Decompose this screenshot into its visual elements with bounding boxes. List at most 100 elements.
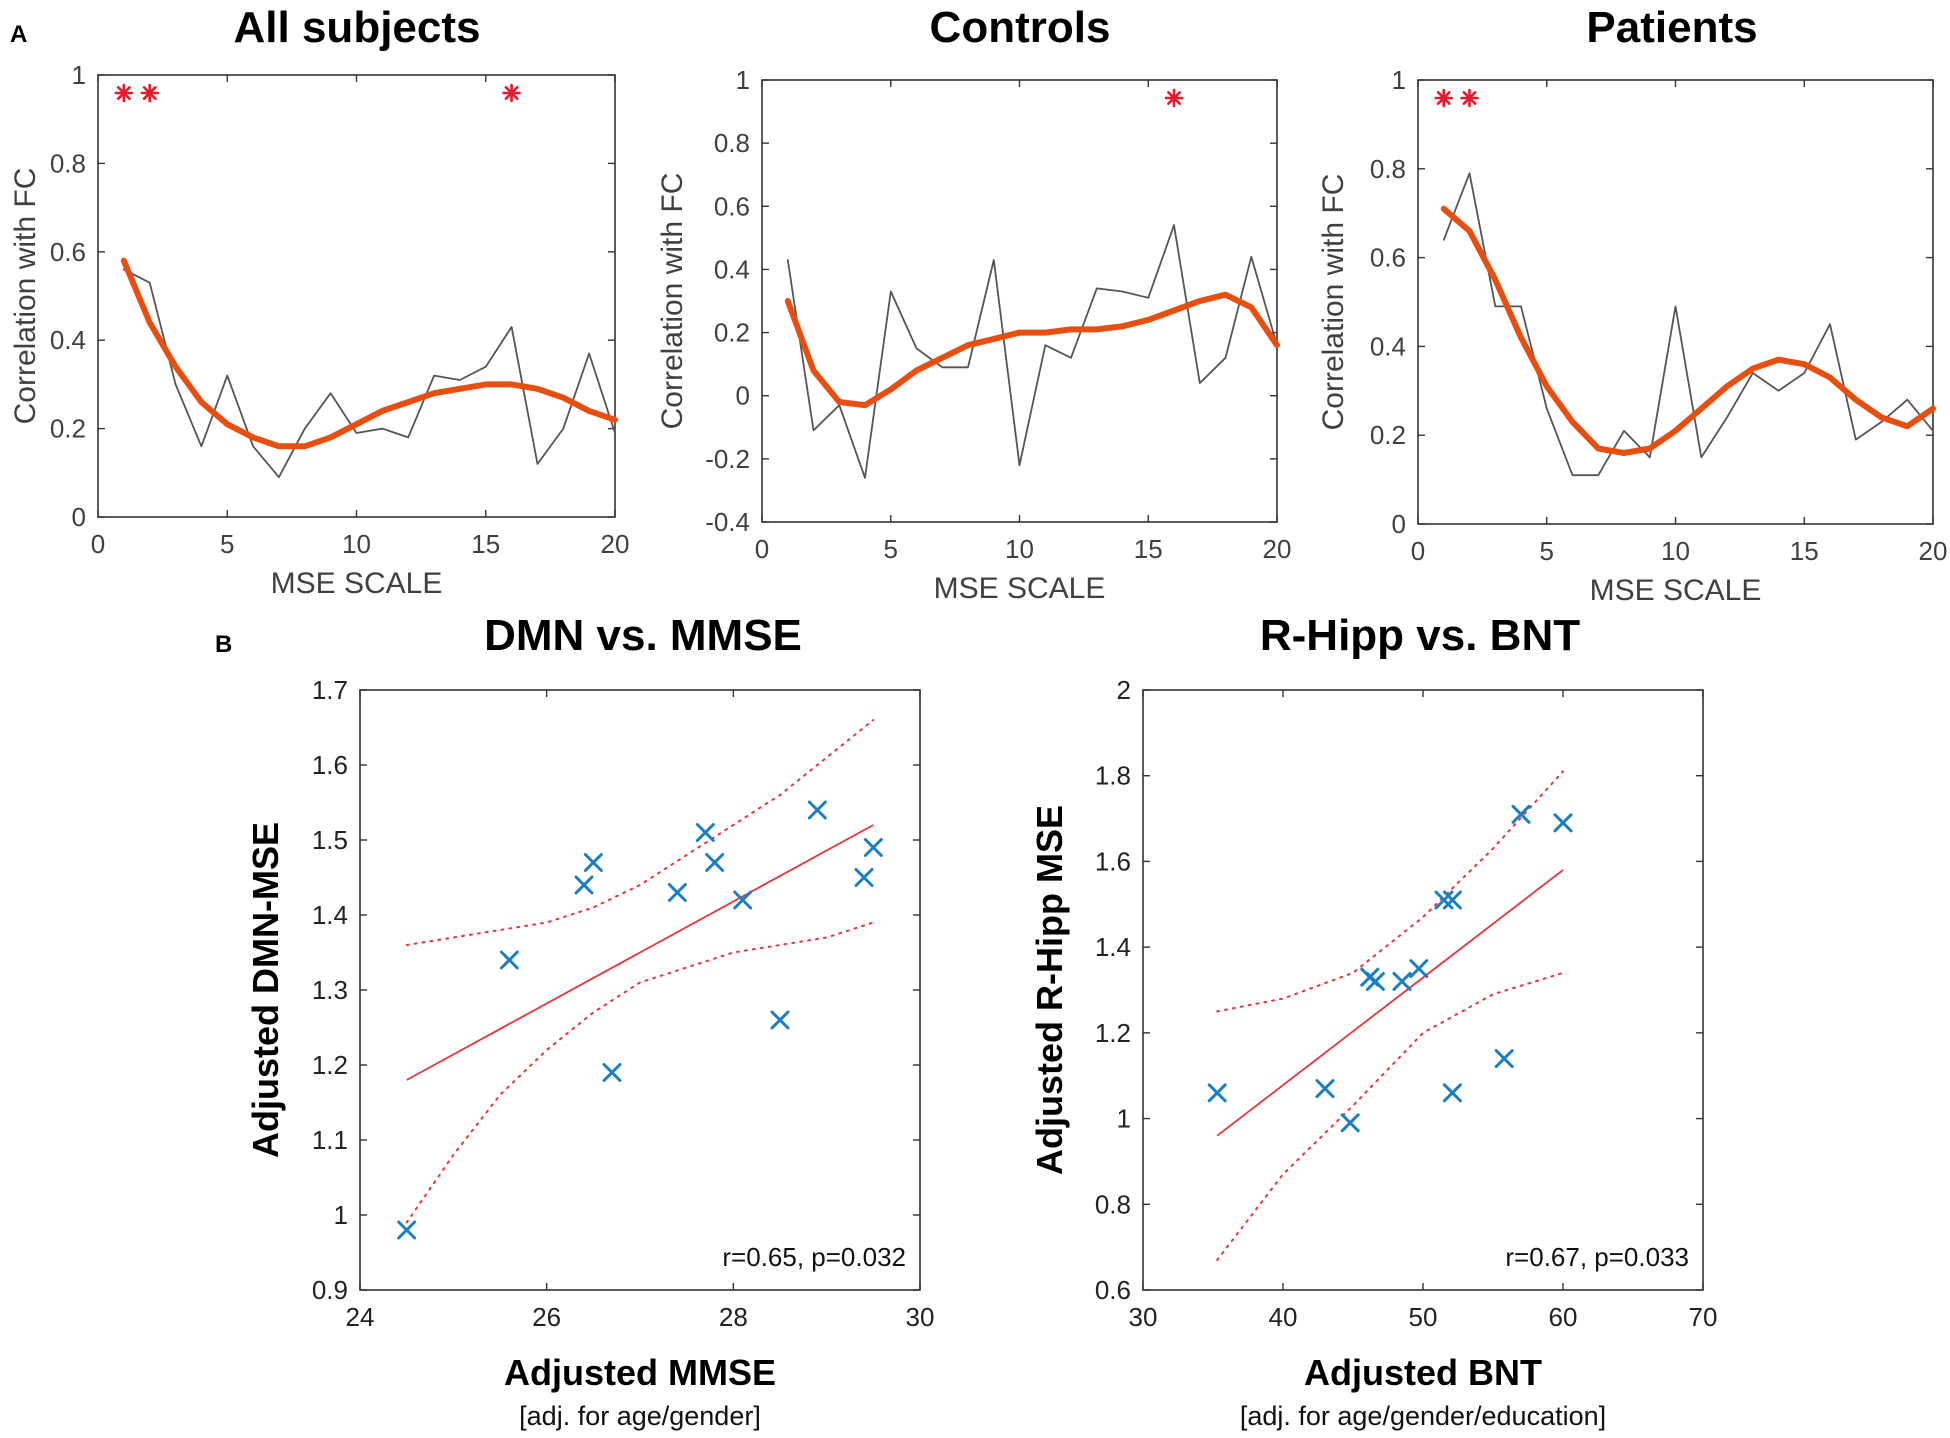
data-point-stroke — [1442, 890, 1462, 910]
y-tick-label: 0 — [72, 502, 86, 532]
data-point-stroke — [1365, 971, 1385, 991]
y-tick-label: 1.6 — [1095, 846, 1131, 876]
data-point-stroke — [1409, 959, 1429, 979]
data-point — [807, 800, 827, 820]
y-tick-label: 1.2 — [1095, 1018, 1131, 1048]
x-axis-label: Adjusted BNT — [1304, 1352, 1542, 1393]
data-point — [1434, 890, 1454, 910]
data-point-stroke — [1494, 1049, 1514, 1069]
data-point — [733, 890, 753, 910]
y-axis-label: Adjusted R-Hipp MSE — [1029, 805, 1070, 1175]
data-point — [667, 883, 687, 902]
data-point — [583, 853, 603, 872]
chart-dmn-vs-mmse: DMN vs. MMSE 24 26 28 30 0.9 1 1.1 1.2 1.3 1.4 1.5 1… — [245, 611, 934, 1431]
chart-controls: Controls 0 5 10 15 20 -0.4 -0.2 0 0.2 0.4 0.6 0.8 1 MS… — [656, 3, 1291, 605]
series-line-raw — [786, 224, 1278, 479]
x-tick-label: 15 — [471, 529, 500, 559]
data-point — [397, 1220, 417, 1240]
y-tick-label: 1.4 — [312, 900, 348, 930]
data-point — [1392, 971, 1412, 991]
data-point — [574, 875, 594, 895]
significance-marker — [140, 83, 159, 103]
data-point-stroke — [1442, 1083, 1462, 1103]
x-tick-label: 10 — [1005, 534, 1034, 564]
y-tick-label: 1.7 — [312, 675, 348, 705]
fit-line — [1216, 869, 1564, 1137]
plot-frame — [1142, 689, 1704, 1291]
y-tick-label: 0.2 — [714, 318, 750, 348]
y-tick-label: 0.6 — [714, 191, 750, 221]
x-tick-label: 10 — [342, 529, 371, 559]
data-point-stroke — [583, 853, 603, 872]
y-tick-label: 0.6 — [1370, 243, 1406, 273]
asterisk-stroke — [1462, 91, 1477, 105]
data-point — [854, 868, 874, 887]
x-tick-label: 20 — [601, 529, 630, 559]
plot-frame — [359, 689, 921, 1291]
y-tick-label: 0.4 — [714, 254, 750, 284]
data-point — [602, 1063, 622, 1082]
data-point-stroke — [695, 823, 715, 842]
x-tick-label: 0 — [91, 529, 105, 559]
y-axis-label: Correlation with FC — [656, 173, 689, 430]
y-tick-label: 0.9 — [312, 1275, 348, 1305]
y-tick-label: 0 — [1392, 509, 1406, 539]
stats-annotation: r=0.67, p=0.033 — [1505, 1242, 1689, 1272]
y-tick-label: 0.6 — [50, 237, 86, 267]
data-point-stroke — [1315, 1079, 1335, 1099]
x-axis-label: Adjusted MMSE — [504, 1352, 776, 1393]
data-point-stroke — [499, 950, 519, 970]
data-point — [1511, 804, 1531, 824]
y-axis-label: Adjusted DMN-MSE — [245, 822, 286, 1158]
significance-marker — [1164, 88, 1184, 108]
significance-marker — [1434, 88, 1454, 108]
x-tick-label: 0 — [755, 534, 769, 564]
x-axis-note: [adj. for age/gender] — [519, 1401, 761, 1431]
x-tick-label: 0 — [1411, 536, 1425, 566]
data-point — [1442, 890, 1462, 910]
data-point — [1553, 813, 1573, 833]
y-tick-label: 0 — [736, 381, 750, 411]
data-point-stroke — [602, 1063, 622, 1082]
y-tick-label: 1 — [72, 60, 86, 90]
y-tick-label: 0.8 — [714, 128, 750, 158]
data-point-stroke — [1434, 890, 1454, 910]
y-tick-label: 0.4 — [50, 325, 86, 355]
y-tick-label: 1.1 — [312, 1125, 348, 1155]
y-tick-label: 1.2 — [312, 1050, 348, 1080]
data-point-stroke — [705, 853, 725, 872]
ci-upper-line — [1216, 770, 1564, 1013]
data-point-stroke — [1511, 804, 1531, 824]
x-tick-label: 60 — [1549, 1302, 1578, 1332]
x-tick-label: 28 — [719, 1302, 748, 1332]
asterisk-stroke — [142, 86, 157, 100]
asterisk-stroke — [1436, 91, 1451, 105]
asterisk-stroke — [504, 86, 519, 100]
x-tick-label: 20 — [1919, 536, 1948, 566]
y-tick-label: 2 — [1117, 675, 1131, 705]
fit-line — [406, 824, 874, 1081]
x-axis-note: [adj. for age/gender/education] — [1240, 1401, 1606, 1431]
data-point-stroke — [1207, 1083, 1227, 1103]
x-tick-label: 5 — [220, 529, 234, 559]
x-tick-label: 20 — [1263, 534, 1292, 564]
data-point-stroke — [854, 868, 874, 887]
data-point — [770, 1010, 790, 1030]
series-line-raw — [1442, 172, 1934, 477]
chart-r-hipp-vs-bnt: R-Hipp vs. BNT 30 40 50 60 70 0.6 0.8 1 1.2 1.4 1.6… — [1029, 611, 1717, 1431]
y-tick-label: 0.4 — [1370, 331, 1406, 361]
x-axis-label: MSE SCALE — [1590, 574, 1762, 607]
y-tick-label: 1.3 — [312, 975, 348, 1005]
x-tick-label: 10 — [1661, 536, 1690, 566]
ci-lower-line — [1216, 971, 1564, 1261]
data-point-stroke — [574, 875, 594, 895]
data-point-stroke — [667, 883, 687, 902]
significance-marker — [1460, 88, 1479, 108]
data-point — [1207, 1083, 1227, 1103]
y-tick-label: 0.8 — [1095, 1189, 1131, 1219]
y-tick-label: -0.4 — [705, 507, 750, 537]
series-line-fit — [1440, 205, 1936, 456]
x-tick-label: 15 — [1134, 534, 1163, 564]
y-tick-label: 1.8 — [1095, 761, 1131, 791]
